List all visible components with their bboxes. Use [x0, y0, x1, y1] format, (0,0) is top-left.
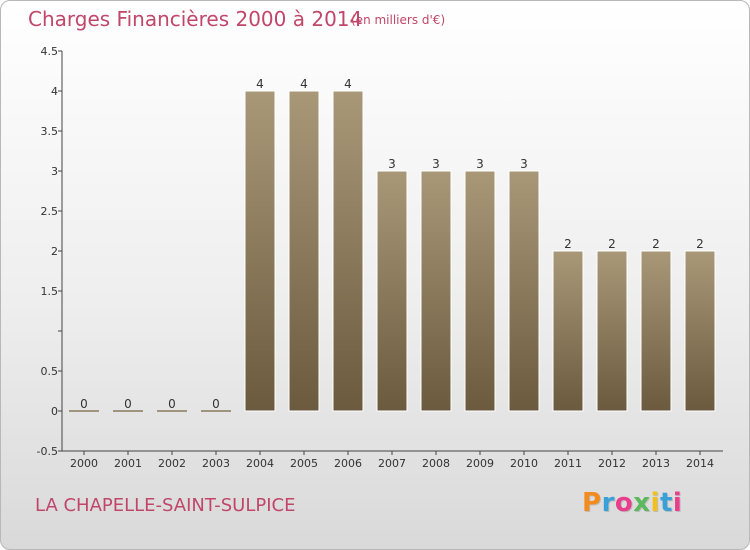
data-label: 2	[652, 237, 660, 251]
chart-subtitle: (en milliers d'€)	[351, 13, 446, 27]
x-tick-label: 2005	[290, 457, 318, 470]
x-tick-label: 2010	[510, 457, 538, 470]
data-label: 4	[300, 77, 308, 91]
bar	[552, 250, 584, 412]
logo-letter: t	[659, 488, 673, 518]
x-tick-label: 2001	[114, 457, 142, 470]
y-tick-label: 3	[51, 165, 58, 178]
y-tick-label: 4	[51, 85, 58, 98]
x-tick-label: 2007	[378, 457, 406, 470]
y-tick-label: 1.5	[41, 285, 59, 298]
logo-letter: r	[601, 488, 615, 518]
bar	[596, 250, 628, 412]
y-tick-label: 3.5	[41, 125, 59, 138]
bar	[420, 170, 452, 412]
data-label: 4	[256, 77, 264, 91]
y-tick-label: 4.5	[41, 45, 59, 58]
data-label: 0	[212, 397, 220, 411]
y-tick-label: -0.5	[37, 445, 58, 458]
logo-letter: x	[633, 488, 651, 518]
x-tick-label: 2012	[598, 457, 626, 470]
data-label: 0	[80, 397, 88, 411]
data-label: 2	[696, 237, 704, 251]
bars	[69, 90, 716, 412]
chart-title: Charges Financières 2000 à 2014	[28, 7, 363, 31]
data-label: 3	[520, 157, 528, 171]
bar	[640, 250, 672, 412]
bar	[464, 170, 496, 412]
x-tick-label: 2014	[686, 457, 714, 470]
commune-name: LA CHAPELLE-SAINT-SULPICE	[35, 495, 296, 516]
bar	[332, 90, 364, 412]
x-tick-label: 2013	[642, 457, 670, 470]
bar	[684, 250, 716, 412]
x-tick-label: 2002	[158, 457, 186, 470]
x-tick-label: 2003	[202, 457, 230, 470]
bar	[376, 170, 408, 412]
data-label: 0	[124, 397, 132, 411]
bar	[288, 90, 320, 412]
data-labels: 0 0 0 0 4 4 4 3 3 3 3 2 2 2 2	[80, 77, 704, 411]
x-axis: 2000 2001 2002 2003 2004 2005 2006 2007 2008 2009…	[62, 450, 723, 470]
logo-letter: i	[650, 488, 660, 518]
data-label: 3	[432, 157, 440, 171]
data-label: 4	[344, 77, 352, 91]
x-tick-label: 2008	[422, 457, 450, 470]
y-tick-label: 0	[51, 405, 58, 418]
proxiti-logo[interactable]: Proxiti	[582, 488, 682, 518]
x-tick-label: 2004	[246, 457, 274, 470]
logo-letter: P	[582, 488, 602, 518]
data-label: 3	[388, 157, 396, 171]
logo-letter: i	[672, 488, 683, 518]
x-tick-label: 2011	[554, 457, 582, 470]
x-tick-label: 2009	[466, 457, 494, 470]
x-tick-label: 2000	[70, 457, 98, 470]
logo-letter: o	[614, 488, 634, 518]
data-label: 2	[608, 237, 616, 251]
y-tick-label: 0.5	[41, 365, 59, 378]
y-tick-label: 2	[51, 245, 58, 258]
data-label: 2	[564, 237, 572, 251]
y-tick-label: 2.5	[41, 205, 59, 218]
data-label: 0	[168, 397, 176, 411]
x-tick-label: 2006	[334, 457, 362, 470]
y-axis: -0.5 0 0.5 1.5 2 2.5 3 3.5 4 4.5	[37, 45, 63, 458]
bar	[244, 90, 276, 412]
bar	[508, 170, 540, 412]
data-label: 3	[476, 157, 484, 171]
